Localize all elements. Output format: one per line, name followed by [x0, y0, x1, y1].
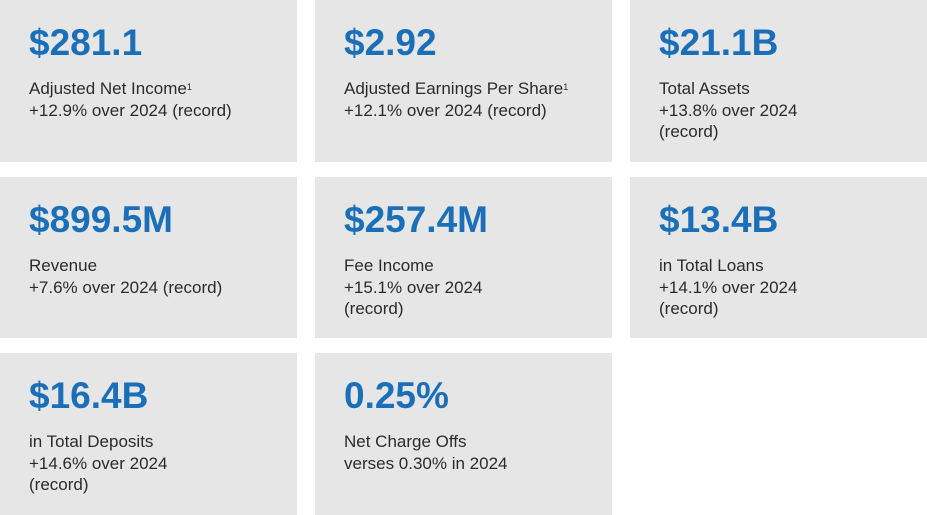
footnote-marker: 1 [563, 82, 569, 92]
metric-description: in Total Deposits +14.6% over 2024 (reco… [29, 431, 167, 496]
metric-label: Adjusted Net Income [29, 79, 187, 98]
metric-card-total-deposits: $16.4B in Total Deposits +14.6% over 202… [0, 353, 297, 515]
metric-value: $899.5M [29, 199, 173, 240]
metric-detail: +12.9% over 2024 (record) [29, 100, 232, 120]
metric-label: Revenue [29, 256, 98, 275]
metric-card-adjusted-eps: $2.92 Adjusted Earnings Per Share1 +12.1… [315, 0, 612, 162]
metric-card-adjusted-net-income: $281.1 Adjusted Net Income1 +12.9% over … [0, 0, 297, 162]
metric-card-revenue: $899.5M Revenue +7.6% over 2024 (record) [0, 177, 297, 338]
metric-label: Adjusted Earnings Per Share [344, 79, 564, 98]
metric-detail: +14.6% over 2024 (record) [29, 453, 168, 495]
metric-value: $21.1B [659, 22, 779, 63]
metric-detail: verses 0.30% in 2024 [344, 453, 508, 473]
metric-detail: +13.8% over 2024 (record) [659, 100, 798, 142]
metric-label: Fee Income [344, 256, 434, 275]
metric-description: Net Charge Offs verses 0.30% in 2024 [344, 431, 508, 474]
metric-label: Net Charge Offs [344, 432, 467, 451]
metric-value: $13.4B [659, 199, 779, 240]
metric-card-total-assets: $21.1B Total Assets +13.8% over 2024 (re… [630, 0, 927, 162]
metric-detail: +12.1% over 2024 (record) [344, 100, 547, 120]
metric-value: $257.4M [344, 199, 488, 240]
metric-value: $281.1 [29, 22, 143, 63]
metric-description: Fee Income +15.1% over 2024 (record) [344, 255, 482, 320]
metric-value: $16.4B [29, 375, 149, 416]
metric-detail: +14.1% over 2024 (record) [659, 277, 798, 319]
metric-detail: +15.1% over 2024 (record) [344, 277, 483, 319]
metric-description: Revenue +7.6% over 2024 (record) [29, 255, 222, 298]
metric-value: 0.25% [344, 375, 449, 416]
metric-description: Total Assets +13.8% over 2024 (record) [659, 78, 797, 143]
metric-detail: +7.6% over 2024 (record) [29, 277, 223, 297]
metric-label: in Total Loans [659, 256, 764, 275]
metric-description: Adjusted Earnings Per Share1 +12.1% over… [344, 78, 568, 121]
metric-value: $2.92 [344, 22, 437, 63]
metric-label: Total Assets [659, 79, 750, 98]
metric-description: Adjusted Net Income1 +12.9% over 2024 (r… [29, 78, 232, 121]
metric-card-total-loans: $13.4B in Total Loans +14.1% over 2024 (… [630, 177, 927, 338]
footnote-marker: 1 [186, 82, 192, 92]
metric-card-fee-income: $257.4M Fee Income +15.1% over 2024 (rec… [315, 177, 612, 338]
metric-description: in Total Loans +14.1% over 2024 (record) [659, 255, 797, 320]
metric-label: in Total Deposits [29, 432, 154, 451]
metric-card-net-charge-offs: 0.25% Net Charge Offs verses 0.30% in 20… [315, 353, 612, 515]
